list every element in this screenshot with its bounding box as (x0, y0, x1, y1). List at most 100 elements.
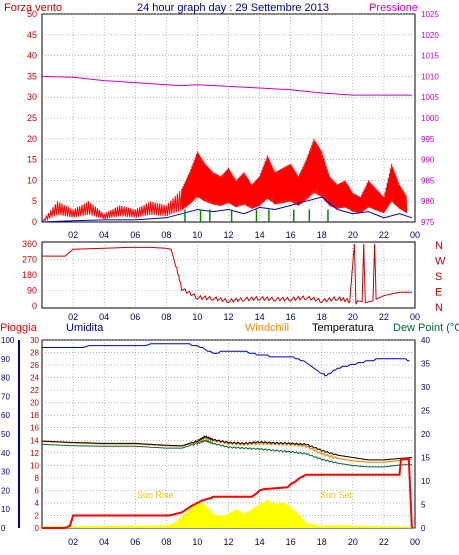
pressure-y-tick-label: 1010 (421, 72, 439, 81)
rain-y-tick-label: 10 (30, 461, 39, 470)
pressure-y-tick-label: 1005 (421, 93, 439, 102)
compass-label: E (435, 287, 442, 299)
direction-x-tick-label: 00 (410, 312, 420, 322)
direction-x-tick-label: 14 (255, 312, 265, 322)
wind-y-tick-label: 15 (27, 155, 37, 165)
rain-y-tick-label: 30 (30, 336, 39, 345)
chart-marks: 5045403530252015105010251020101510101005… (1, 9, 439, 547)
direction-x-tick-label: 02 (68, 312, 78, 322)
weather-x-tick-label: 06 (130, 537, 140, 547)
pressure-y-tick-label: 1025 (421, 10, 439, 19)
wind-y-tick-label: 25 (27, 113, 37, 123)
direction-y-tick-label: 90 (27, 286, 37, 296)
rain-y-tick-label: 6 (35, 486, 40, 495)
compass-label: N (435, 302, 443, 314)
legend-humidity: Umidita (66, 322, 104, 334)
direction-y-tick-label: 0 (32, 301, 37, 311)
temperature-y-tick-label: 0 (421, 524, 426, 533)
temperature-y-tick-label: 5 (421, 501, 426, 510)
graph-title: 24 hour graph day : 29 Settembre 2013 (137, 2, 329, 14)
rain-y-tick-label: 4 (35, 499, 40, 508)
wind-y-tick-label: 30 (27, 92, 37, 102)
direction-x-tick-label: 04 (99, 312, 109, 322)
dew-point-line (41, 439, 412, 468)
legend-dew-point: Dew Point (°C (393, 322, 459, 334)
solar-area (42, 499, 412, 528)
humidity-y-tick-label: 10 (1, 505, 10, 514)
wind-x-tick-label: 02 (68, 230, 78, 240)
rain-y-tick-label: 14 (30, 436, 39, 445)
rain-y-tick-label: 20 (30, 399, 39, 408)
weather-x-tick-label: 22 (379, 537, 389, 547)
direction-x-tick-label: 22 (379, 312, 389, 322)
sun-set-label: Sun Set (320, 490, 353, 500)
humidity-y-tick-label: 70 (1, 392, 10, 401)
wind-y-tick-label: 5 (32, 196, 37, 206)
pressure-y-tick-label: 1020 (421, 31, 439, 40)
humidity-y-tick-label: 80 (1, 374, 10, 383)
weather-x-tick-label: 20 (348, 537, 358, 547)
direction-x-tick-label: 08 (161, 312, 171, 322)
rain-y-tick-label: 22 (30, 386, 39, 395)
weather-x-tick-label: 10 (192, 537, 202, 547)
humidity-y-tick-label: 0 (1, 524, 6, 533)
rain-y-tick-label: 8 (35, 474, 40, 483)
weather-x-tick-label: 14 (255, 537, 265, 547)
humidity-y-tick-label: 20 (1, 486, 10, 495)
wind-x-tick-label: 00 (410, 230, 420, 240)
wind-x-tick-label: 12 (223, 230, 233, 240)
humidity-y-tick-label: 100 (1, 336, 15, 345)
pressure-y-tick-label: 975 (421, 218, 435, 227)
wind-y-tick-label: 35 (27, 71, 37, 81)
wind-x-tick-label: 14 (255, 230, 265, 240)
sun-rise-label: Sun Rise (137, 490, 174, 500)
wind-x-tick-label: 04 (99, 230, 109, 240)
wind-x-tick-label: 20 (348, 230, 358, 240)
temperature-y-tick-label: 20 (421, 430, 430, 439)
wind-x-tick-label: 18 (317, 230, 327, 240)
direction-y-tick-label: 270 (22, 255, 37, 265)
pressure-y-tick-label: 995 (421, 135, 435, 144)
wind-y-tick-label: 20 (27, 134, 37, 144)
direction-y-tick-label: 360 (22, 239, 37, 249)
pressure-y-tick-label: 980 (421, 197, 435, 206)
humidity-y-tick-label: 40 (1, 449, 10, 458)
weather-x-tick-label: 02 (68, 537, 78, 547)
temperature-y-tick-label: 10 (421, 477, 430, 486)
wind-force-label: Forza vento (4, 2, 62, 14)
direction-y-tick-label: 180 (22, 270, 37, 280)
weather-x-tick-label: 16 (286, 537, 296, 547)
wind-average-line (41, 196, 413, 223)
wind-x-tick-label: 08 (161, 230, 171, 240)
pressure-y-tick-label: 1015 (421, 52, 439, 61)
wind-x-tick-label: 16 (286, 230, 296, 240)
wind-y-tick-label: 10 (27, 175, 37, 185)
wind-y-tick-label: 50 (27, 9, 37, 19)
temperature-y-tick-label: 35 (421, 360, 430, 369)
weather-x-tick-label: 00 (410, 537, 420, 547)
wind-y-tick-label: 0 (32, 217, 37, 227)
weather-x-tick-label: 04 (99, 537, 109, 547)
compass-label: S (435, 271, 442, 283)
compass-label: W (435, 256, 446, 268)
pressure-y-tick-label: 985 (421, 176, 435, 185)
pressure-label: Pressione (369, 2, 418, 14)
direction-x-tick-label: 20 (348, 312, 358, 322)
pressure-y-tick-label: 1000 (421, 114, 439, 123)
legend-temperature: Temperatura (312, 322, 375, 334)
weather-x-tick-label: 12 (223, 537, 233, 547)
wind-x-tick-label: 06 (130, 230, 140, 240)
humidity-y-tick-label: 60 (1, 411, 10, 420)
rain-y-tick-label: 0 (35, 524, 40, 533)
wind-direction-line (42, 243, 412, 305)
rain-line (42, 458, 413, 529)
rain-y-tick-label: 26 (30, 361, 39, 370)
rain-y-tick-label: 2 (35, 511, 40, 520)
direction-x-tick-label: 16 (286, 312, 296, 322)
direction-x-tick-label: 10 (192, 312, 202, 322)
humidity-y-tick-label: 90 (1, 355, 10, 364)
weather-x-tick-label: 18 (317, 537, 327, 547)
legend-rain: Pioggia (0, 322, 38, 334)
